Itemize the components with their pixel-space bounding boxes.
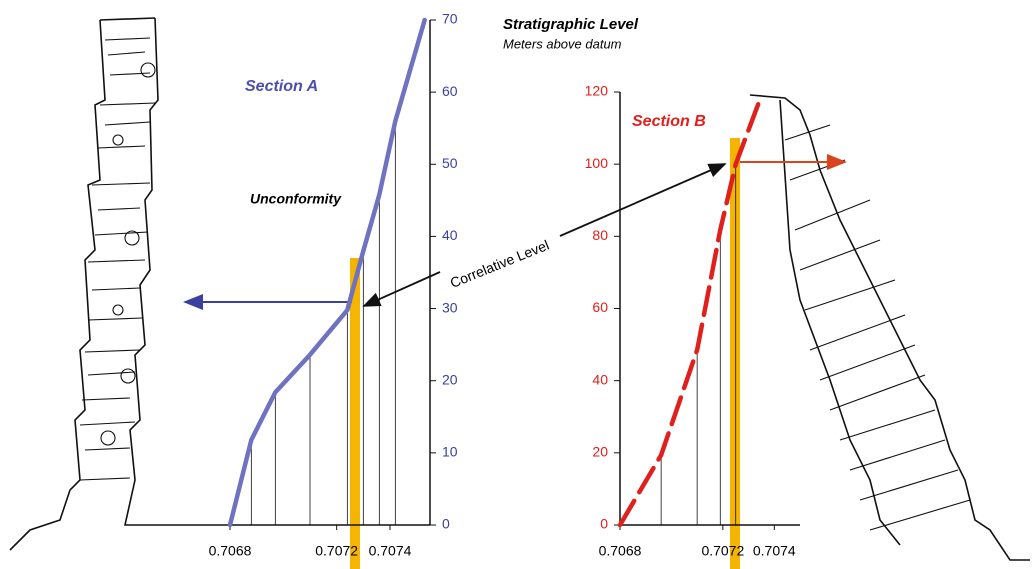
y-tick-label: 100 (585, 155, 609, 171)
correlation-arrow-right (559, 163, 727, 237)
x-tick-label: 0.7074 (369, 543, 412, 559)
y-tick-label: 60 (592, 299, 608, 315)
y-tick-label: 20 (442, 371, 458, 387)
section-title: Section A (245, 78, 318, 95)
header-title: Stratigraphic Level (503, 16, 639, 33)
section-title: Section B (632, 113, 706, 130)
y-tick-label: 0 (442, 516, 450, 532)
y-tick-label: 50 (442, 155, 458, 171)
y-tick-label: 60 (442, 83, 458, 99)
annotation: Unconformity (250, 191, 342, 207)
data-line (617, 93, 764, 528)
y-tick-label: 10 (442, 444, 458, 460)
y-tick-label: 80 (592, 227, 608, 243)
y-tick-label: 40 (442, 227, 458, 243)
rock-column-a (9, 17, 159, 551)
y-tick-label: 40 (592, 371, 608, 387)
y-tick-label: 120 (585, 83, 609, 99)
x-tick-label: 0.7068 (209, 543, 252, 559)
x-tick-label: 0.7074 (753, 543, 796, 559)
y-tick-label: 0 (600, 516, 608, 532)
annotation: Correlative Level (448, 237, 551, 291)
x-tick-label: 0.7072 (701, 543, 744, 559)
y-tick-label: 30 (442, 299, 458, 315)
y-tick-label: 20 (592, 444, 608, 460)
header-subtitle: Meters above datum (503, 36, 622, 51)
x-tick-label: 0.7072 (315, 543, 358, 559)
rock-column-b (749, 94, 1030, 561)
level-bar-a (350, 258, 360, 569)
correlation-arrow-left (362, 271, 441, 307)
level-bar-b (730, 138, 740, 569)
data-line (227, 17, 427, 528)
x-tick-label: 0.7068 (599, 543, 642, 559)
y-tick-label: 70 (442, 11, 458, 27)
